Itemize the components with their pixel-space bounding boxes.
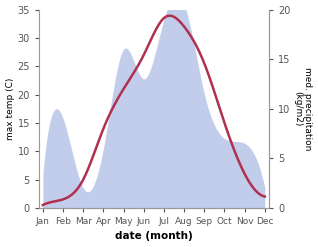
- Y-axis label: max temp (C): max temp (C): [5, 78, 15, 140]
- X-axis label: date (month): date (month): [115, 231, 193, 242]
- Y-axis label: med. precipitation
(kg/m2): med. precipitation (kg/m2): [293, 67, 313, 150]
